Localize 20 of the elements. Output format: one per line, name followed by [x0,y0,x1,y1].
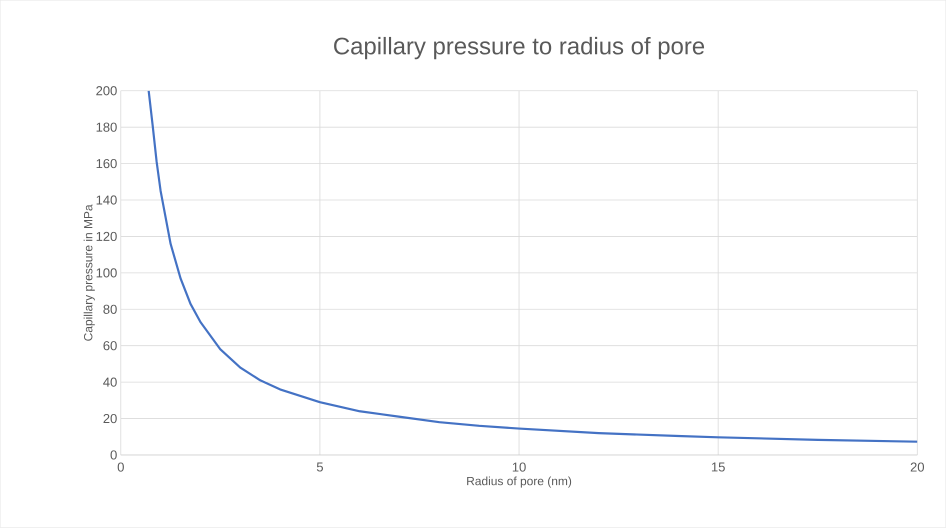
y-tick-label: 140 [96,196,117,205]
y-tick-label: 200 [96,86,117,96]
y-tick-label: 60 [104,341,117,350]
y-tick-label: 160 [96,159,117,168]
y-tick-label: 40 [103,378,117,387]
x-tick-label: 0 [118,462,124,472]
y-tick-label: 80 [103,304,117,314]
x-tick-label: 10 [512,462,526,472]
x-axis-title: Radius of pore (nm) [467,476,572,488]
y-axis-title: Capillary pressure in MPa [84,204,95,341]
chart-title: Capillary pressure to radius of pore [334,37,704,60]
x-tick-label: 5 [316,462,323,472]
y-tick-label: 20 [104,414,117,424]
x-tick-label: 20 [910,462,924,472]
y-tick-label: 180 [96,122,117,132]
x-tick-label: 15 [712,462,725,472]
y-tick-label: 120 [96,232,117,242]
y-tick-label: 100 [96,268,117,278]
line-series [148,90,918,443]
y-tick-label: 0 [110,450,117,460]
